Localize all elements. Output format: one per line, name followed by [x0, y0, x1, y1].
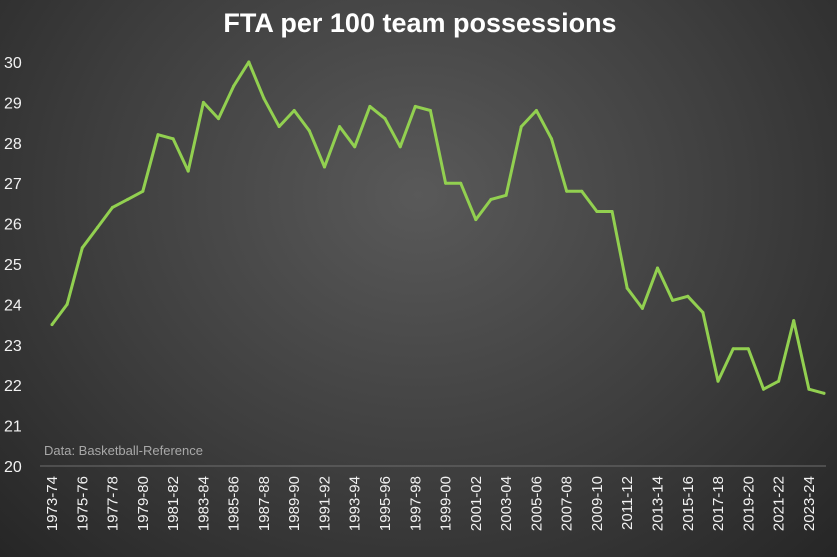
y-tick-label: 24: [4, 297, 22, 314]
data-point: [217, 117, 220, 121]
data-point: [731, 347, 735, 351]
data-point: [398, 145, 402, 149]
data-point: [262, 96, 266, 100]
x-tick-label: 1985-86: [226, 476, 243, 531]
x-tick-label: 2019-20: [740, 476, 757, 531]
y-axis-ticks: 20 21 22 23 24 25 26 27 28 29 30: [4, 55, 22, 476]
x-tick-label: 2007-08: [559, 476, 576, 531]
x-tick-label: 2015-16: [680, 476, 697, 531]
data-point: [595, 210, 599, 213]
x-axis-ticks: 1973-74 1975-76 1977-78 1979-80 1981-82 1983-…: [44, 476, 818, 531]
x-tick-label: 2009-10: [589, 476, 606, 531]
data-point: [368, 104, 372, 108]
data-point: [580, 189, 584, 193]
data-point: [777, 379, 781, 383]
data-point: [686, 294, 690, 298]
y-tick-label: 27: [4, 176, 22, 193]
data-point: [565, 189, 569, 193]
data-point: [610, 210, 614, 213]
data-point: [428, 109, 432, 112]
data-point: [474, 218, 478, 222]
data-point: [80, 246, 84, 250]
data-point: [383, 117, 387, 121]
x-tick-label: 1983-84: [195, 476, 212, 531]
data-point: [413, 104, 417, 108]
x-tick-label: 2003-04: [498, 476, 515, 531]
data-point: [171, 137, 175, 141]
data-points: [50, 60, 826, 395]
data-point: [625, 286, 629, 290]
data-point: [459, 181, 463, 185]
data-point: [353, 145, 357, 149]
data-point: [50, 323, 54, 327]
data-point: [701, 311, 705, 314]
x-tick-label: 1973-74: [44, 476, 61, 531]
data-point: [792, 319, 796, 323]
x-tick-label: 1981-82: [165, 476, 182, 531]
data-point: [489, 197, 493, 201]
data-point: [671, 298, 675, 302]
x-tick-label: 2017-18: [710, 476, 727, 531]
data-point: [156, 133, 160, 137]
data-point: [822, 391, 826, 395]
x-tick-label: 1975-76: [74, 476, 91, 531]
data-point: [534, 109, 538, 112]
x-tick-label: 2011-12: [619, 476, 636, 530]
y-tick-label: 25: [4, 257, 22, 274]
x-tick-label: 2005-06: [528, 476, 545, 531]
x-tick-label: 1999-00: [438, 476, 455, 531]
data-point: [232, 84, 236, 88]
data-point: [186, 169, 190, 173]
data-point: [807, 387, 811, 391]
x-tick-label: 1987-88: [256, 476, 273, 531]
y-tick-label: 20: [4, 459, 22, 476]
y-tick-label: 29: [4, 95, 22, 112]
x-tick-label: 1979-80: [135, 476, 152, 531]
y-tick-label: 26: [4, 217, 22, 234]
x-tick-label: 2023-24: [801, 476, 818, 531]
x-tick-label: 1993-94: [347, 476, 364, 531]
data-point: [746, 347, 750, 351]
source-note: Data: Basketball-Reference: [44, 443, 203, 458]
y-tick-label: 22: [4, 378, 22, 395]
y-tick-label: 30: [4, 55, 22, 72]
data-point: [519, 125, 523, 129]
data-point: [656, 266, 659, 270]
x-tick-label: 2001-02: [468, 476, 485, 531]
data-point: [292, 109, 296, 112]
x-tick-label: 1995-96: [377, 476, 394, 531]
data-point: [201, 100, 205, 104]
data-point: [277, 125, 281, 129]
x-tick-label: 1989-90: [286, 476, 303, 531]
data-point: [323, 165, 326, 169]
x-tick-label: 1991-92: [316, 476, 333, 531]
data-point: [247, 60, 251, 64]
y-tick-label: 23: [4, 338, 22, 355]
data-point: [126, 197, 130, 201]
data-point: [111, 205, 114, 209]
x-tick-label: 1997-98: [407, 476, 424, 531]
chart-title: FTA per 100 team possessions: [223, 8, 616, 38]
x-tick-label: 2021-22: [771, 476, 788, 531]
data-point: [65, 302, 69, 306]
x-tick-label: 2013-14: [649, 476, 666, 531]
series-line: [50, 60, 826, 395]
data-point: [640, 306, 644, 310]
data-point: [141, 189, 145, 193]
data-point: [338, 125, 342, 129]
y-tick-label: 21: [4, 419, 22, 436]
data-point: [307, 129, 311, 133]
data-point: [504, 193, 508, 197]
data-point: [550, 137, 553, 141]
y-tick-label: 28: [4, 136, 22, 153]
x-tick-label: 1977-78: [105, 476, 122, 531]
data-point: [716, 379, 720, 383]
data-point: [762, 387, 765, 391]
data-point: [95, 226, 99, 230]
data-point: [444, 181, 448, 185]
